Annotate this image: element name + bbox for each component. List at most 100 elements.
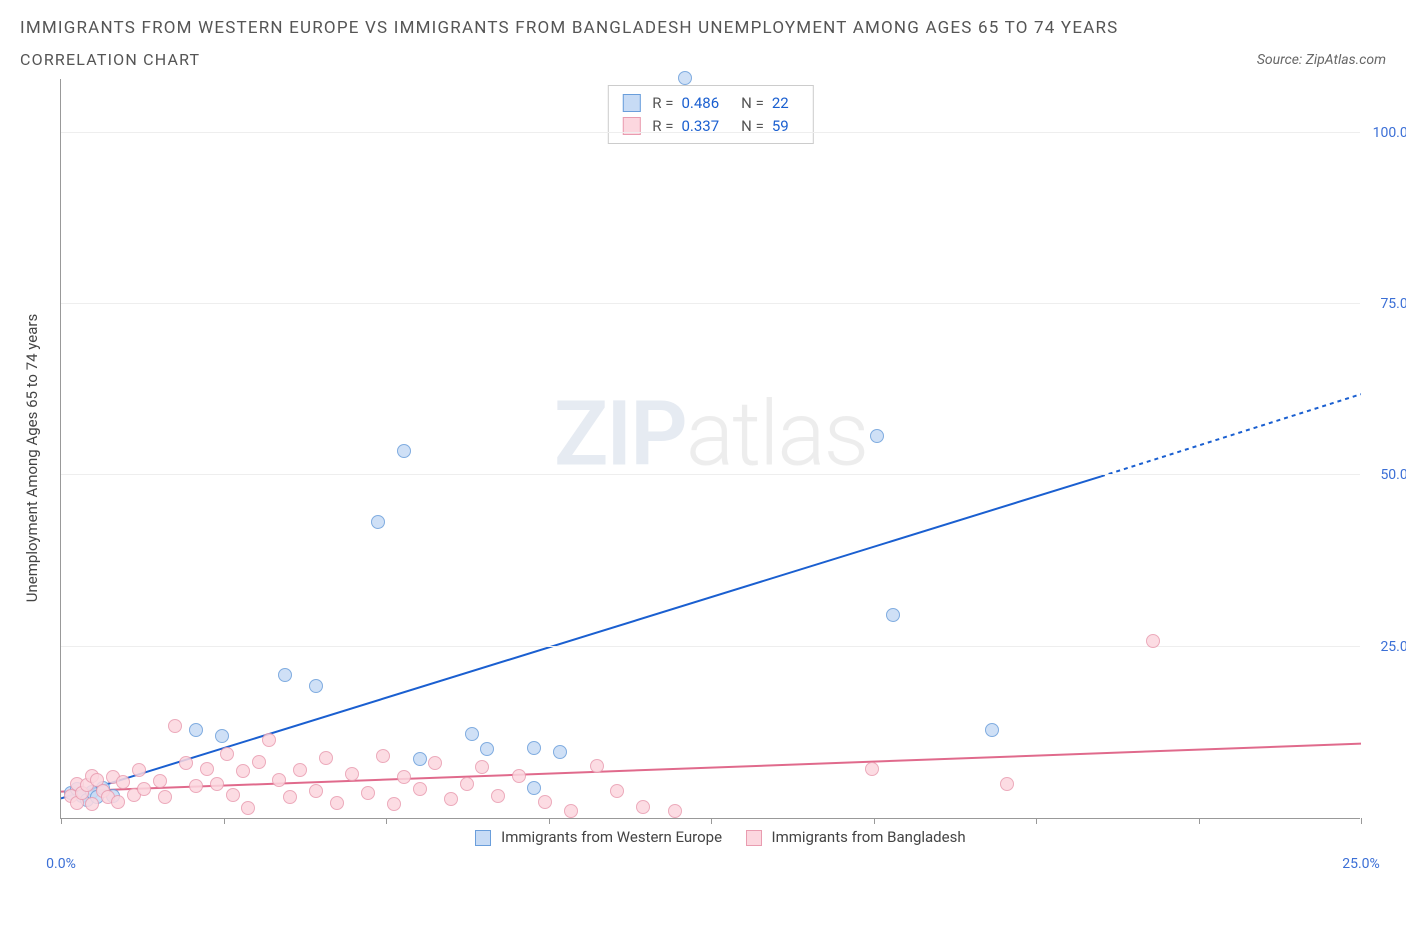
watermark: ZIPatlas bbox=[554, 381, 867, 486]
data-point bbox=[278, 668, 292, 682]
stats-row-2: R = 0.337 N = 59 bbox=[622, 115, 798, 138]
data-point bbox=[210, 777, 224, 791]
source-citation: Source: ZipAtlas.com bbox=[1257, 52, 1386, 68]
data-point bbox=[985, 723, 999, 737]
x-tick bbox=[386, 818, 387, 824]
data-point bbox=[371, 515, 385, 529]
r-label-1: R = bbox=[652, 92, 673, 115]
data-point bbox=[85, 797, 99, 811]
data-point bbox=[153, 774, 167, 788]
data-point bbox=[319, 751, 333, 765]
data-point bbox=[158, 790, 172, 804]
gridline bbox=[61, 474, 1360, 475]
data-point bbox=[309, 784, 323, 798]
r-value-2: 0.337 bbox=[681, 115, 719, 138]
data-point bbox=[413, 752, 427, 766]
data-point bbox=[527, 741, 541, 755]
x-tick-label: 25.0% bbox=[1342, 856, 1380, 872]
chart-title: IMMIGRANTS FROM WESTERN EUROPE VS IMMIGR… bbox=[20, 18, 1386, 38]
data-point bbox=[428, 756, 442, 770]
watermark-zip: ZIP bbox=[554, 381, 686, 486]
data-point bbox=[179, 756, 193, 770]
data-point bbox=[252, 755, 266, 769]
swatch-bottom-2 bbox=[746, 830, 762, 846]
data-point bbox=[293, 763, 307, 777]
x-tick bbox=[1036, 818, 1037, 824]
data-point bbox=[553, 745, 567, 759]
data-point bbox=[512, 769, 526, 783]
gridline bbox=[61, 303, 1360, 304]
data-point bbox=[475, 760, 489, 774]
data-point bbox=[397, 770, 411, 784]
data-point bbox=[678, 71, 692, 85]
stats-legend: R = 0.486 N = 22 R = 0.337 N = 59 bbox=[607, 85, 813, 144]
data-point bbox=[397, 444, 411, 458]
data-point bbox=[226, 788, 240, 802]
r-value-1: 0.486 bbox=[681, 92, 719, 115]
data-point bbox=[527, 781, 541, 795]
data-point bbox=[361, 786, 375, 800]
data-point bbox=[413, 782, 427, 796]
n-value-2: 59 bbox=[772, 115, 789, 138]
r-label-2: R = bbox=[652, 115, 673, 138]
data-point bbox=[330, 796, 344, 810]
subtitle-row: CORRELATION CHART Source: ZipAtlas.com bbox=[20, 50, 1386, 69]
data-point bbox=[444, 792, 458, 806]
data-point bbox=[465, 727, 479, 741]
y-tick-label: 25.0% bbox=[1380, 639, 1406, 655]
data-point bbox=[272, 773, 286, 787]
watermark-atlas: atlas bbox=[686, 381, 867, 486]
data-point bbox=[111, 795, 125, 809]
data-point bbox=[865, 762, 879, 776]
data-point bbox=[376, 749, 390, 763]
series-label-2: Immigrants from Bangladesh bbox=[772, 828, 966, 846]
data-point bbox=[564, 804, 578, 818]
data-point bbox=[387, 797, 401, 811]
data-point bbox=[200, 762, 214, 776]
data-point bbox=[610, 784, 624, 798]
data-point bbox=[1146, 634, 1160, 648]
gridline bbox=[61, 646, 1360, 647]
y-tick-label: 100.0% bbox=[1373, 125, 1406, 141]
data-point bbox=[132, 763, 146, 777]
data-point bbox=[668, 804, 682, 818]
data-point bbox=[460, 777, 474, 791]
chart-subtitle: CORRELATION CHART bbox=[20, 50, 200, 69]
data-point bbox=[309, 679, 323, 693]
data-point bbox=[168, 719, 182, 733]
trend-line bbox=[61, 476, 1101, 798]
data-point bbox=[491, 789, 505, 803]
n-label-2: N = bbox=[741, 115, 764, 138]
y-axis-label: Unemployment Among Ages 65 to 74 years bbox=[23, 314, 41, 602]
series-legend: Immigrants from Western Europe Immigrant… bbox=[61, 828, 1360, 846]
swatch-bottom-1 bbox=[475, 830, 491, 846]
x-tick bbox=[1361, 818, 1362, 824]
gridline bbox=[61, 132, 1360, 133]
x-tick bbox=[61, 818, 62, 824]
x-tick bbox=[874, 818, 875, 824]
trend-line-extension bbox=[1101, 394, 1361, 476]
data-point bbox=[870, 429, 884, 443]
scatter-plot: ZIPatlas R = 0.486 N = 22 R = 0.337 N = … bbox=[60, 79, 1360, 819]
data-point bbox=[241, 801, 255, 815]
data-point bbox=[236, 764, 250, 778]
trend-lines bbox=[61, 79, 1361, 819]
data-point bbox=[137, 782, 151, 796]
data-point bbox=[480, 742, 494, 756]
y-tick-label: 50.0% bbox=[1380, 467, 1406, 483]
data-point bbox=[538, 795, 552, 809]
data-point bbox=[262, 733, 276, 747]
swatch-series-1 bbox=[622, 94, 640, 112]
stats-row-1: R = 0.486 N = 22 bbox=[622, 92, 798, 115]
data-point bbox=[283, 790, 297, 804]
x-tick bbox=[711, 818, 712, 824]
source-value: ZipAtlas.com bbox=[1306, 52, 1386, 68]
data-point bbox=[220, 747, 234, 761]
series-label-1: Immigrants from Western Europe bbox=[501, 828, 722, 846]
n-value-1: 22 bbox=[772, 92, 789, 115]
data-point bbox=[636, 800, 650, 814]
data-point bbox=[189, 723, 203, 737]
y-tick-label: 75.0% bbox=[1380, 296, 1406, 312]
data-point bbox=[886, 608, 900, 622]
x-tick bbox=[549, 818, 550, 824]
